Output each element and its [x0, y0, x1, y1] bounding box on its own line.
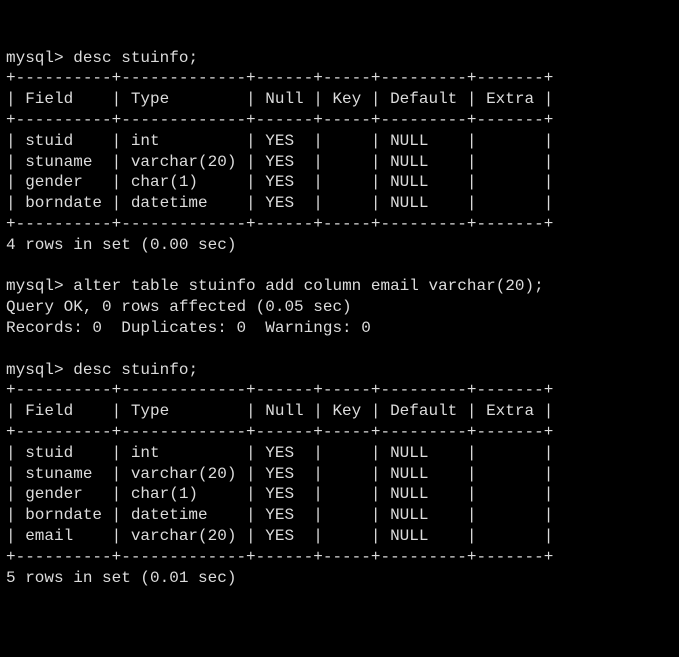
terminal-output: mysql> desc stuinfo; +----------+-------… [6, 48, 673, 589]
table-border: +----------+-------------+------+-----+-… [6, 111, 553, 129]
mysql-prompt: mysql> [6, 361, 64, 379]
result-line: Query OK, 0 rows affected (0.05 sec) [6, 298, 352, 316]
table-row: | gender | char(1) | YES | | NULL | | [6, 485, 553, 503]
table-header: | Field | Type | Null | Key | Default | … [6, 402, 553, 420]
command-text: alter table stuinfo add column email var… [73, 277, 543, 295]
result-footer: 5 rows in set (0.01 sec) [6, 569, 236, 587]
table-row: | gender | char(1) | YES | | NULL | | [6, 173, 553, 191]
result-footer: 4 rows in set (0.00 sec) [6, 236, 236, 254]
command-text: desc stuinfo; [73, 49, 198, 67]
table-header: | Field | Type | Null | Key | Default | … [6, 90, 553, 108]
table-border: +----------+-------------+------+-----+-… [6, 381, 553, 399]
result-line: Records: 0 Duplicates: 0 Warnings: 0 [6, 319, 371, 337]
table-row: | borndate | datetime | YES | | NULL | | [6, 194, 553, 212]
table-border: +----------+-------------+------+-----+-… [6, 215, 553, 233]
table-row: | email | varchar(20) | YES | | NULL | | [6, 527, 553, 545]
table-row: | stuid | int | YES | | NULL | | [6, 444, 553, 462]
table-border: +----------+-------------+------+-----+-… [6, 69, 553, 87]
table-row: | stuname | varchar(20) | YES | | NULL |… [6, 465, 553, 483]
table-row: | stuname | varchar(20) | YES | | NULL |… [6, 153, 553, 171]
table-border: +----------+-------------+------+-----+-… [6, 423, 553, 441]
mysql-prompt: mysql> [6, 49, 64, 67]
table-row: | borndate | datetime | YES | | NULL | | [6, 506, 553, 524]
mysql-prompt: mysql> [6, 277, 64, 295]
table-border: +----------+-------------+------+-----+-… [6, 548, 553, 566]
table-row: | stuid | int | YES | | NULL | | [6, 132, 553, 150]
command-text: desc stuinfo; [73, 361, 198, 379]
